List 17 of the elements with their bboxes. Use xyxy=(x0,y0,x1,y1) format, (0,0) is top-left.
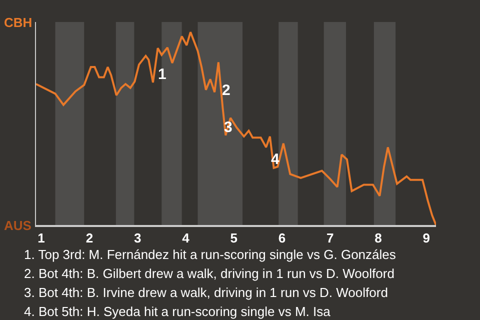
text: 2. Bot 4th: B. Gilbert drew a walk, driving in 1 run vs D. Woolford xyxy=(24,266,394,281)
x-tick-label: 3 xyxy=(134,230,142,246)
x-tick-label: 5 xyxy=(230,230,238,246)
text: CBH xyxy=(4,15,32,30)
x-tick-label: 2 xyxy=(86,230,94,246)
x-tick-label: 9 xyxy=(422,230,430,246)
annotation: 1 xyxy=(158,66,166,83)
text: AUS xyxy=(4,218,32,233)
x-tick-label: 7 xyxy=(326,230,334,246)
x-tick-label: 1 xyxy=(38,230,45,246)
text: 3. Bot 4th: B. Irvine drew a walk, driving in 1 run vs D. Woolford xyxy=(24,285,388,300)
x-tick-label: 8 xyxy=(374,230,382,246)
x-tick-label: 6 xyxy=(278,230,286,246)
x-tick-label: 4 xyxy=(182,230,190,246)
text: 4. Bot 5th: H. Syeda hit a run-scoring single vs M. Isa xyxy=(24,304,332,319)
annotation: 2 xyxy=(222,82,230,99)
text: 1. Top 3rd: M. Fernández hit a run-scoring single vs G. Gonzáles xyxy=(24,247,396,262)
